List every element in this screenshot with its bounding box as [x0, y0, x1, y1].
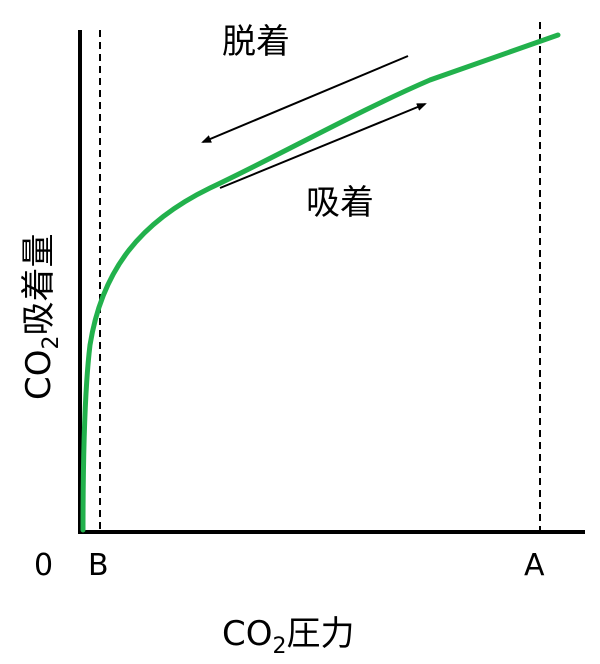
y-axis-label-suffix: 吸着量: [19, 233, 59, 335]
x-axis-label: CO2圧力: [222, 614, 355, 659]
x-axis-label-suffix: 圧力: [287, 614, 355, 654]
desorption-arrow: [201, 55, 409, 143]
adsorption-isotherm-curve: [80, 32, 561, 533]
adsorption-label: 吸着: [306, 183, 374, 223]
y-axis-label: CO2吸着量: [19, 233, 64, 400]
b-label: B: [88, 548, 109, 583]
y-axis-label-subscript: 2: [39, 335, 64, 349]
origin-label: 0: [34, 548, 53, 583]
y-axis-label-prefix: CO: [19, 349, 59, 400]
x-axis-label-prefix: CO: [222, 614, 273, 654]
desorption-label: 脱着: [222, 22, 290, 62]
adsorption-arrow: [219, 103, 427, 189]
a-label: A: [524, 548, 545, 583]
x-axis-label-subscript: 2: [273, 634, 287, 659]
